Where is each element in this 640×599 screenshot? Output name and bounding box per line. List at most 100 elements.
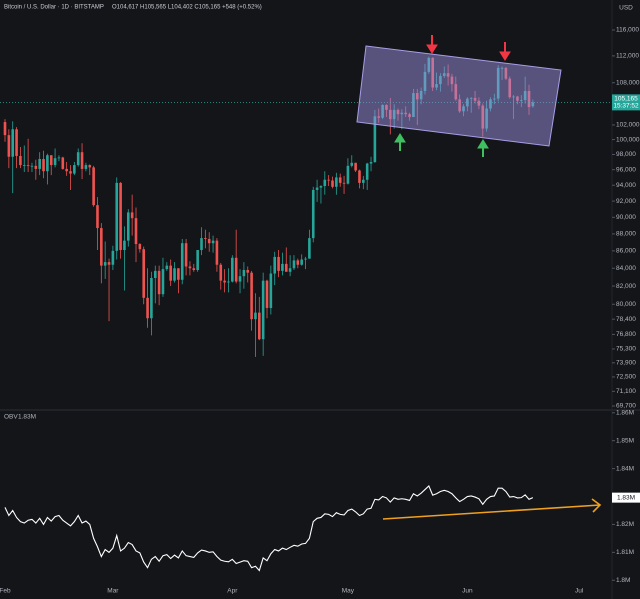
candle-body <box>319 186 323 188</box>
candle-body <box>38 158 41 169</box>
y-tick-label: 80,000 <box>616 301 636 308</box>
candle-body <box>284 263 288 272</box>
candle-body <box>365 163 369 180</box>
y-tick-label: 94,000 <box>616 182 636 189</box>
candle-body <box>250 272 253 320</box>
candle-body <box>254 312 257 320</box>
x-tick-label: Jul <box>575 588 584 595</box>
y-tick-label: 86,000 <box>616 248 636 255</box>
candle-body <box>323 179 327 187</box>
candle-body <box>273 256 277 274</box>
candle-body <box>92 167 95 206</box>
candle-body <box>34 165 38 169</box>
candle-body <box>277 256 280 271</box>
candle-body <box>138 244 142 250</box>
y-tick-label: 1.86M <box>616 410 634 417</box>
candle-body <box>311 189 315 239</box>
candle-body <box>342 182 346 184</box>
candle-body <box>234 257 238 282</box>
candle-body <box>165 265 169 270</box>
candle-body <box>42 158 45 172</box>
y-tick-label: 73,900 <box>616 360 636 367</box>
candle-body <box>157 270 161 295</box>
candle-body <box>188 266 192 269</box>
candle-body <box>242 270 246 277</box>
price-box <box>612 94 640 111</box>
y-tick-label: 69,700 <box>616 403 636 410</box>
candle-body <box>115 182 119 251</box>
candle-body <box>80 152 84 169</box>
y-tick-label: 1.8M <box>616 577 630 584</box>
price-box-label: 105,165 <box>614 96 638 103</box>
candle-body <box>338 177 342 183</box>
candle-body <box>161 269 165 295</box>
y-tick-label: 100,000 <box>616 136 640 143</box>
y-tick-label: 102,000 <box>616 122 640 129</box>
candle-body <box>76 152 80 166</box>
candle-body <box>53 158 57 166</box>
value-box-label: 1.83M <box>617 494 635 501</box>
candle-body <box>100 228 103 266</box>
candle-body <box>119 182 122 251</box>
value-box <box>612 492 640 503</box>
candle-body <box>246 270 250 273</box>
candle-body <box>200 238 203 251</box>
arrow-up <box>477 139 489 157</box>
candle-body <box>173 268 176 281</box>
candle-body <box>88 165 92 168</box>
y-tick-label: 96,000 <box>616 166 636 173</box>
y-tick-label: 1.81M <box>616 549 634 556</box>
y-tick-label: 92,000 <box>616 198 636 205</box>
candle-body <box>219 264 223 281</box>
y-tick-label: 1.85M <box>616 437 634 444</box>
currency-label: USD <box>619 5 633 12</box>
candle-body <box>373 116 377 163</box>
candle-body <box>46 155 49 172</box>
candle-body <box>11 129 15 157</box>
candle-body <box>107 262 111 265</box>
candle-body <box>3 122 7 136</box>
range-box <box>356 45 562 147</box>
candle-body <box>335 177 338 187</box>
candle-body <box>288 268 292 272</box>
candle-body <box>26 165 30 166</box>
candle-body <box>22 165 26 166</box>
annotations <box>356 35 602 520</box>
y-tick-label: 82,000 <box>616 283 636 290</box>
candle-body <box>134 218 138 245</box>
candle-body <box>73 165 76 174</box>
candle-body <box>257 312 261 340</box>
candle-body <box>238 276 242 282</box>
candle-body <box>103 262 107 266</box>
candle-body <box>362 179 365 183</box>
candle-body <box>231 257 234 282</box>
candle-body <box>281 263 284 271</box>
y-tick-label: 76,800 <box>616 331 636 338</box>
y-tick-label: 72,500 <box>616 374 636 381</box>
y-tick-label: 112,000 <box>616 53 639 60</box>
candle-body <box>7 135 11 157</box>
arrow-down <box>499 42 511 61</box>
candle-body <box>227 281 230 283</box>
x-tick-label: Apr <box>227 588 238 595</box>
y-tick-label: 1.82M <box>616 521 634 528</box>
candle-body <box>15 129 18 156</box>
y-tick-label: 75,300 <box>616 346 636 353</box>
candle-body <box>123 240 126 251</box>
candle-body <box>126 212 130 241</box>
candle-body <box>184 243 188 267</box>
arrow-down <box>426 35 438 54</box>
candle-body <box>304 258 307 260</box>
candle-body <box>111 250 115 265</box>
candle-body <box>150 277 153 319</box>
candle-body <box>331 180 334 187</box>
y-tick-label: 108,000 <box>616 79 640 86</box>
x-tick-label: Mar <box>107 588 119 595</box>
candle-body <box>369 162 373 164</box>
candle-body <box>261 280 265 340</box>
candle-body <box>180 243 184 280</box>
chart-title: Bitcoin / U.S. Dollar · 1D · BITSTAMP <box>4 5 104 11</box>
candle-body <box>211 240 215 244</box>
